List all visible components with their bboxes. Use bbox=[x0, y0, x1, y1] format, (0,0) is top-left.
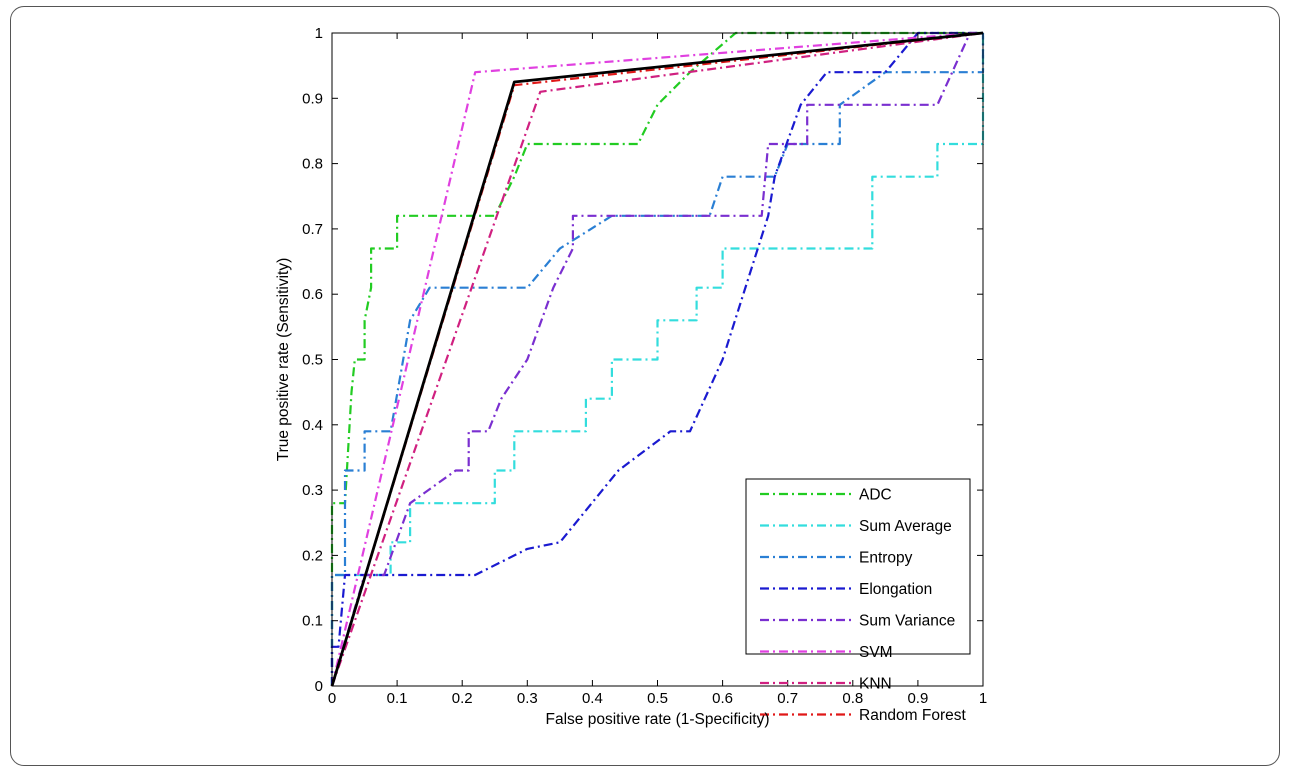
series-line-svm bbox=[330, 31, 977, 687]
y-axis-label: True positive rate (Sensitivity) bbox=[275, 258, 292, 462]
x-tick-label: 0.6 bbox=[712, 690, 733, 707]
x-tick-label: 0.3 bbox=[517, 690, 538, 707]
series-line-knn bbox=[330, 31, 984, 687]
series-line-sum-variance bbox=[330, 31, 983, 687]
y-tick-label: 0.8 bbox=[302, 156, 323, 173]
roc-chart: 0 0.1 0.2 0.3 0.4 0.5 0.6 0.7 0.8 0.9 1 0 0.1 0.2 0.3 0… bbox=[275, 25, 987, 728]
y-tick-label: 0.4 bbox=[302, 417, 323, 434]
legend-label: Random Forest bbox=[859, 707, 967, 724]
legend-label: Sum Variance bbox=[859, 613, 955, 630]
y-tick-label: 0.2 bbox=[302, 547, 323, 564]
y-tick-label: 1 bbox=[315, 25, 323, 42]
series-line-adc bbox=[330, 31, 983, 686]
x-tick-label: 0.1 bbox=[387, 690, 408, 707]
x-tick-label: 1 bbox=[979, 690, 987, 707]
y-tick-label: 0.1 bbox=[302, 613, 323, 630]
series-line-elongation bbox=[330, 31, 983, 686]
x-tick-label: 0.4 bbox=[582, 690, 603, 707]
legend-label: SVM bbox=[859, 644, 893, 661]
legend-label: Elongation bbox=[859, 581, 932, 598]
y-tick-label: 0.3 bbox=[302, 482, 323, 499]
series-line-sum-average bbox=[330, 33, 985, 686]
series-line-entropy bbox=[330, 33, 985, 686]
axes-layer: 0 0.1 0.2 0.3 0.4 0.5 0.6 0.7 0.8 0.9 1 0 0.1 0.2 0.3 0… bbox=[302, 25, 987, 707]
legend-box bbox=[745, 478, 971, 655]
legend-label: ADC bbox=[859, 487, 892, 504]
x-axis-label: False positive rate (1-Specificity) bbox=[546, 711, 770, 728]
legend-label: KNN bbox=[859, 676, 892, 693]
x-tick-label: 0 bbox=[328, 690, 336, 707]
y-tick-label: 0.9 bbox=[302, 90, 323, 107]
x-tick-label: 0.7 bbox=[777, 690, 798, 707]
legend-label: Sum Average bbox=[859, 518, 952, 535]
x-tick-label: 0.5 bbox=[647, 690, 668, 707]
legend-label: Entropy bbox=[859, 550, 913, 567]
y-tick-label: 0.7 bbox=[302, 221, 323, 238]
series-line-average bbox=[330, 31, 984, 687]
y-tick-label: 0.5 bbox=[302, 352, 323, 369]
legend: ADC Sum Average Entropy Elongation Sum Varia… bbox=[745, 478, 971, 724]
y-tick-label: 0.6 bbox=[302, 286, 323, 303]
x-tick-label: 0.2 bbox=[452, 690, 473, 707]
y-tick-label: 0 bbox=[315, 678, 323, 695]
x-tick-label: 0.8 bbox=[842, 690, 863, 707]
x-tick-label: 0.9 bbox=[907, 690, 928, 707]
series-layer bbox=[330, 31, 985, 687]
